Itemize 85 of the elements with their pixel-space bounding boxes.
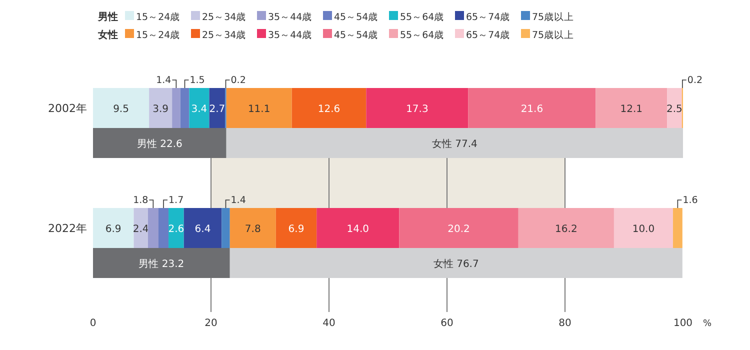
legend-label: 55～64歳 — [400, 29, 444, 41]
bar — [614, 208, 673, 248]
legend-label: 15～24歳 — [136, 29, 180, 41]
bar — [518, 208, 614, 248]
bar — [672, 208, 682, 248]
data-label: 3.9 — [152, 104, 169, 115]
data-label: 3.4 — [191, 104, 208, 115]
data-label: 0.2 — [230, 75, 246, 86]
data-label: 21.6 — [520, 104, 544, 115]
legend-label: 65～74歳 — [466, 29, 510, 41]
data-label: 2.4 — [132, 224, 149, 235]
x-tick-label: 40 — [322, 318, 336, 329]
data-label: 1.4 — [156, 75, 172, 86]
x-tick-label: 60 — [440, 318, 454, 329]
bar — [93, 88, 150, 128]
data-label: 1.7 — [168, 195, 184, 206]
y-tick-label: 2022年 — [48, 222, 87, 235]
data-label: 12.1 — [620, 104, 643, 115]
bar — [93, 248, 230, 278]
legend-label: 75歳以上 — [532, 11, 574, 23]
text: 女性 — [97, 29, 118, 41]
legend-label: 35～44歳 — [268, 11, 312, 23]
bar — [316, 208, 400, 248]
data-label: 14.0 — [346, 224, 370, 235]
bar — [172, 88, 180, 128]
data-label: 2.5 — [666, 104, 682, 115]
bar — [366, 88, 468, 128]
data-label: 16.2 — [555, 224, 578, 235]
x-tick-label: 20 — [204, 318, 218, 329]
bar — [222, 208, 230, 248]
bar — [134, 208, 148, 248]
legend-label: 35～44歳 — [268, 29, 312, 41]
data-label: 2.6 — [168, 224, 184, 235]
bar — [468, 88, 596, 128]
data-label: 20.2 — [448, 224, 470, 235]
bar — [93, 208, 134, 248]
data-label: 17.3 — [406, 104, 428, 115]
bar — [667, 88, 682, 128]
bar — [596, 88, 668, 128]
legend-label: 45～54歳 — [334, 11, 378, 23]
data-label: 1.8 — [133, 195, 148, 206]
data-label: 12.6 — [318, 104, 340, 115]
data-label: 男性 22.6 — [136, 138, 182, 150]
data-label: 11.1 — [248, 104, 270, 115]
data-label: 6.4 — [194, 224, 211, 235]
data-label: 1.5 — [190, 75, 205, 86]
x-axis-title: % — [703, 319, 712, 329]
bar — [230, 248, 682, 278]
legend-label: 25～34歳 — [202, 29, 246, 41]
data-label: 1.4 — [230, 195, 246, 206]
bar — [158, 208, 169, 248]
bar — [184, 208, 222, 248]
data-label: 2.7 — [209, 104, 226, 115]
legend-label: 65～74歳 — [466, 11, 510, 23]
bar — [209, 88, 226, 128]
y-tick-label: 2002年 — [48, 102, 87, 115]
legend-label: 55～64歳 — [400, 11, 444, 23]
bar — [149, 88, 172, 128]
bar — [93, 128, 226, 158]
bar — [180, 88, 190, 128]
data-label: 10.0 — [632, 224, 655, 235]
data-label: 6.9 — [288, 224, 304, 235]
x-tick-label: 80 — [558, 318, 572, 329]
bar — [226, 88, 292, 128]
bar — [168, 208, 184, 248]
legend-label: 45～54歳 — [334, 29, 378, 41]
data-label: 女性 76.7 — [433, 258, 479, 270]
data-label: 6.9 — [105, 224, 122, 235]
data-label: 7.8 — [244, 224, 261, 235]
text: 男性 — [97, 11, 118, 23]
data-label: 女性 77.4 — [432, 138, 478, 150]
data-label: 9.5 — [113, 104, 129, 115]
bar — [276, 208, 317, 248]
x-tick-label: 0 — [90, 318, 96, 329]
bar — [148, 208, 158, 248]
legend-label: 25～34歳 — [202, 11, 246, 23]
data-label: 1.6 — [682, 195, 698, 206]
bar — [292, 88, 366, 128]
x-tick-label: 100 — [673, 318, 693, 329]
data-label: 0.2 — [687, 75, 703, 86]
bar — [189, 88, 210, 128]
bar — [230, 208, 276, 248]
legend-label: 75歳以上 — [532, 29, 574, 41]
legend-label: 15～24歳 — [136, 11, 180, 23]
data-label: 男性 23.2 — [138, 258, 184, 270]
